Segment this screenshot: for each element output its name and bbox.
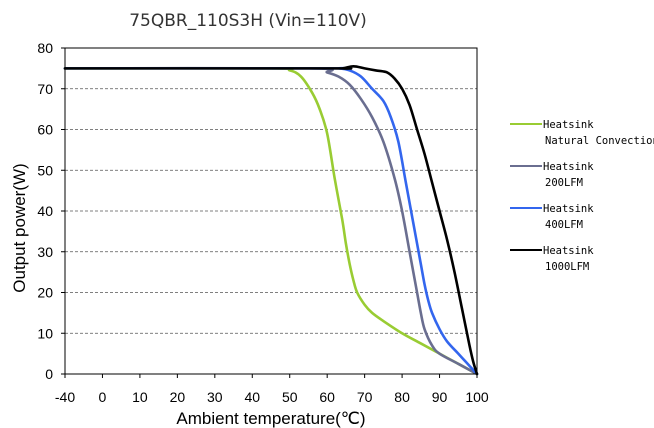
- legend-label: 1000LFM: [545, 261, 589, 273]
- x-tick-label: 40: [244, 389, 260, 405]
- y-tick-label: 70: [37, 81, 53, 97]
- y-tick-label: 40: [37, 203, 53, 219]
- series-line-3: [63, 66, 479, 376]
- legend: Heatsink Natural Convection Heatsink 200LFM…: [510, 119, 654, 273]
- y-tick-label: 50: [37, 162, 53, 178]
- legend-label: Natural Convection: [545, 135, 654, 147]
- legend-label: Heatsink: [543, 203, 594, 215]
- x-tick-label: 90: [432, 389, 448, 405]
- legend-label: 400LFM: [545, 219, 583, 231]
- series-line-4: [63, 65, 479, 376]
- x-tick-label: 70: [357, 389, 373, 405]
- legend-label: 200LFM: [545, 177, 583, 189]
- x-axis-label: Ambient temperature(℃): [176, 409, 365, 428]
- grid-layer: [65, 88, 477, 334]
- x-tick-label: 20: [170, 389, 186, 405]
- y-tick-label: 80: [37, 40, 53, 56]
- y-tick-label: 0: [45, 366, 53, 382]
- y-tick-label: 30: [37, 244, 53, 260]
- x-tick-label: 100: [465, 389, 489, 405]
- legend-label: Heatsink: [543, 119, 594, 131]
- x-tick-label: 30: [207, 389, 223, 405]
- legend-label: Heatsink: [543, 161, 594, 173]
- x-tick-label: 80: [394, 389, 410, 405]
- x-tick-label: 10: [132, 389, 148, 405]
- series-line-1: [63, 66, 479, 376]
- y-axis-label: Output power(W): [10, 163, 29, 292]
- x-tick-label: 50: [282, 389, 298, 405]
- series-layer: [63, 65, 479, 376]
- x-tick-label: -40: [55, 389, 75, 405]
- series-line-2: [63, 66, 479, 376]
- x-tick-label: 0: [99, 389, 107, 405]
- y-tick-label: 10: [37, 325, 53, 341]
- legend-label: Heatsink: [543, 245, 594, 257]
- chart-title: 75QBR_110S3H (Vin=110V): [129, 11, 367, 31]
- y-tick-label: 60: [37, 122, 53, 138]
- x-tick-label: 60: [319, 389, 335, 405]
- y-tick-label: 20: [37, 285, 53, 301]
